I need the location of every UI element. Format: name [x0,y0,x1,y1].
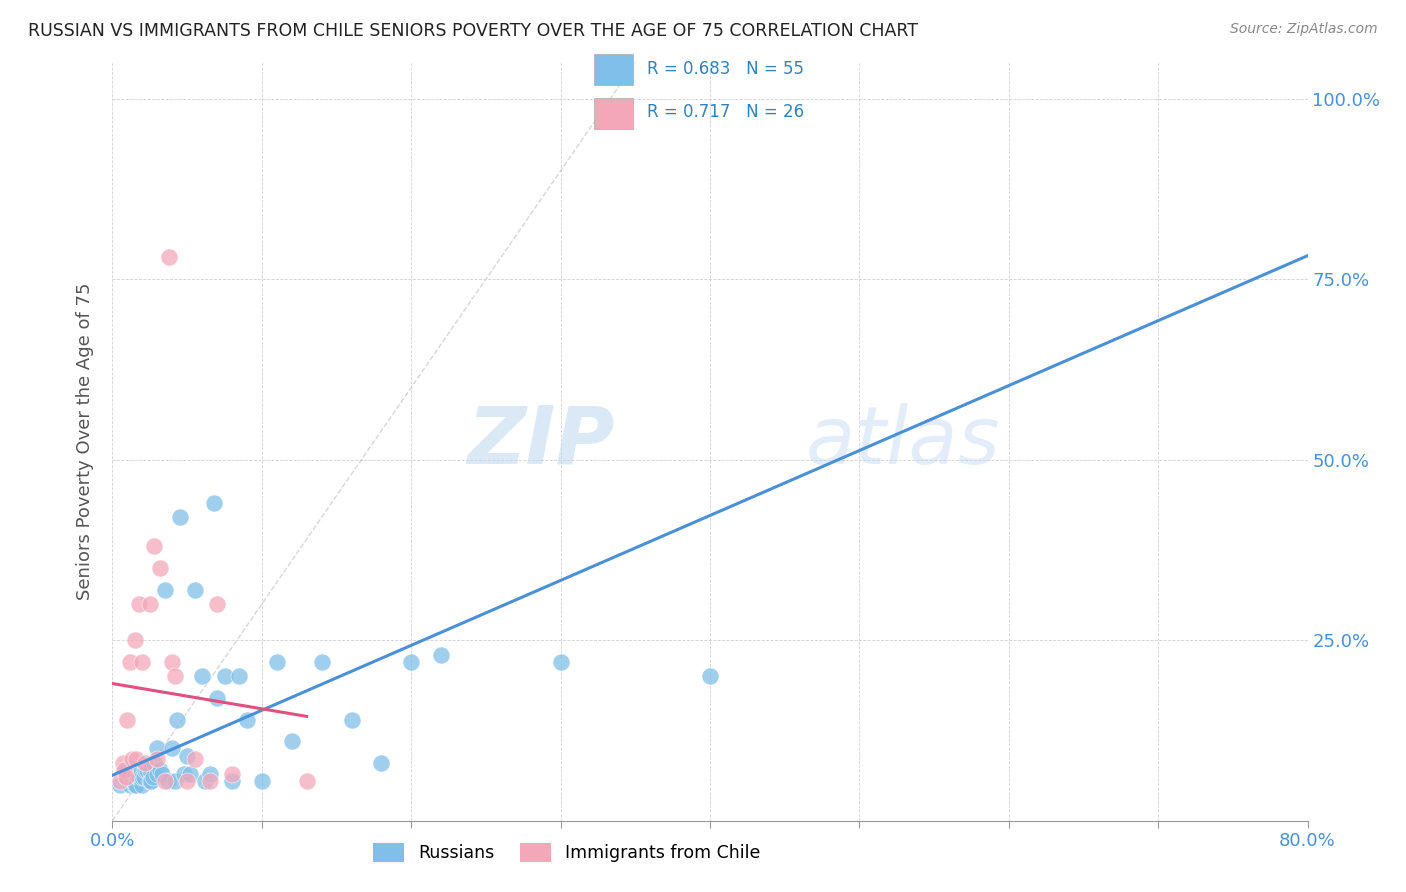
Point [134,756,156,770]
Point [150,766,173,780]
Point [132,770,155,784]
Point [162,655,183,669]
Point [121,770,143,784]
Point [139,597,162,611]
Point [108,773,131,788]
Point [198,766,221,780]
Point [191,669,214,683]
Point [205,690,228,705]
Point [134,763,156,777]
Point [124,763,146,777]
Point [169,510,191,524]
Point [176,748,198,763]
Point [125,778,148,792]
Point [114,763,135,777]
Point [205,597,228,611]
Point [120,778,142,792]
Point [295,773,318,788]
Point [128,597,150,611]
Y-axis label: Seniors Poverty Over the Age of 75: Seniors Poverty Over the Age of 75 [76,283,94,600]
Point [250,773,273,788]
Point [221,773,243,788]
Point [142,770,165,784]
Point [127,770,149,784]
Point [370,756,392,770]
Point [120,655,142,669]
Point [131,655,153,669]
Point [146,741,169,756]
Point [401,655,423,669]
Text: R = 0.683   N = 55: R = 0.683 N = 55 [647,60,804,78]
Point [153,773,176,788]
Point [194,773,217,788]
Point [179,766,201,780]
Point [221,766,243,780]
Point [117,763,139,777]
Point [128,770,150,784]
Point [125,752,148,766]
Point [228,669,250,683]
Point [108,778,131,792]
Legend: Russians, Immigrants from Chile: Russians, Immigrants from Chile [366,836,768,869]
Point [550,655,572,669]
Point [117,770,139,784]
Point [183,752,205,766]
Point [176,773,198,788]
Point [141,773,163,788]
Point [149,561,172,575]
Bar [595,54,633,85]
Point [153,582,176,597]
Point [149,763,172,777]
Point [115,770,138,784]
Point [311,655,333,669]
Text: ZIP: ZIP [467,402,614,481]
Point [131,778,153,792]
Point [135,763,157,777]
Point [124,633,146,648]
Text: RUSSIAN VS IMMIGRANTS FROM CHILE SENIORS POVERTY OVER THE AGE OF 75 CORRELATION : RUSSIAN VS IMMIGRANTS FROM CHILE SENIORS… [28,22,918,40]
Point [162,741,183,756]
Point [111,756,134,770]
Point [214,669,236,683]
Bar [595,98,633,129]
Point [165,773,187,788]
Point [340,713,363,727]
Point [1400,91,1406,105]
Point [143,539,166,553]
Point [146,752,169,766]
Text: atlas: atlas [806,402,1001,481]
Point [131,770,153,784]
Point [146,766,169,780]
Point [281,734,304,748]
Point [166,713,188,727]
Point [699,669,721,683]
Point [143,756,166,770]
Point [157,251,180,265]
Text: R = 0.717   N = 26: R = 0.717 N = 26 [647,103,804,121]
Point [236,713,259,727]
Point [266,655,288,669]
Point [139,773,162,788]
Point [165,669,187,683]
Point [156,773,179,788]
Point [202,496,225,510]
Point [124,778,146,792]
Text: Source: ZipAtlas.com: Source: ZipAtlas.com [1230,22,1378,37]
Point [139,763,162,777]
Point [129,763,152,777]
Point [430,648,453,662]
Point [173,766,195,780]
Point [183,582,205,597]
Point [117,713,139,727]
Point [198,773,221,788]
Point [121,752,143,766]
